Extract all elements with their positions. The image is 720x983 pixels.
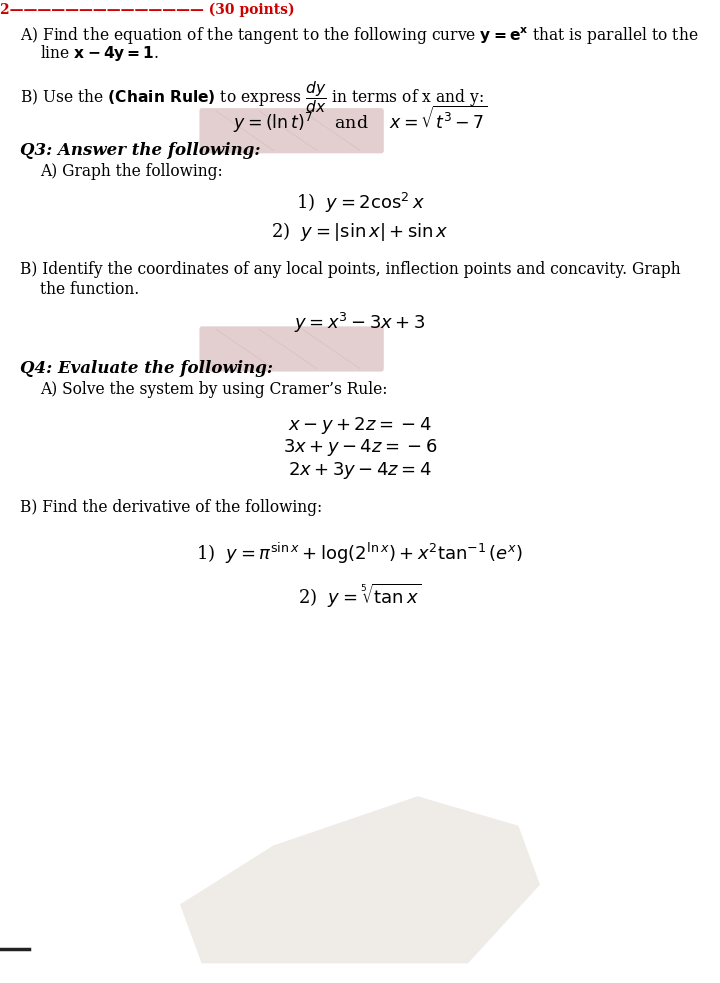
Text: $3x + y - 4z = -6$: $3x + y - 4z = -6$ [283,437,437,458]
Text: A) Find the equation of the tangent to the following curve $\mathbf{y = e^x}$ th: A) Find the equation of the tangent to t… [20,25,698,45]
Text: $y = x^3 - 3x + 3$: $y = x^3 - 3x + 3$ [294,311,426,335]
Text: B) Use the $\mathbf{(Chain\ Rule)}$ to express $\dfrac{dy}{dx}$ in terms of x an: B) Use the $\mathbf{(Chain\ Rule)}$ to e… [20,79,484,114]
Text: A) Solve the system by using Cramer’s Rule:: A) Solve the system by using Cramer’s Ru… [40,381,387,398]
Text: $y = (\mathrm{ln}\, t)^7$    and    $x = \sqrt{t^3 - 7}$: $y = (\mathrm{ln}\, t)^7$ and $x = \sqrt… [233,104,487,136]
Text: Q3: Answer the following:: Q3: Answer the following: [20,142,261,158]
Text: $x - y + 2z = -4$: $x - y + 2z = -4$ [288,415,432,435]
Text: 2)  $y = |\sin x| + \sin x$: 2) $y = |\sin x| + \sin x$ [271,220,449,243]
Text: A) Graph the following:: A) Graph the following: [40,163,222,180]
Text: 2—————————————— (30 points): 2—————————————— (30 points) [0,3,294,18]
Text: 2)  $y = \sqrt[5]{\tan x}$: 2) $y = \sqrt[5]{\tan x}$ [299,582,421,610]
FancyBboxPatch shape [199,326,384,372]
Text: B) Find the derivative of the following:: B) Find the derivative of the following: [20,499,323,516]
FancyBboxPatch shape [199,108,384,153]
Text: $2x + 3y - 4z = 4$: $2x + 3y - 4z = 4$ [288,460,432,481]
Text: B) Identify the coordinates of any local points, inflection points and concavity: B) Identify the coordinates of any local… [20,261,681,278]
Text: 1)  $y = \pi^{\sin x} + \log(2^{\ln x}) + x^2\tan^{-1}(e^x)$: 1) $y = \pi^{\sin x} + \log(2^{\ln x}) +… [197,541,523,566]
Text: the function.: the function. [40,281,139,298]
Text: 1)  $y = 2\cos^2 x$: 1) $y = 2\cos^2 x$ [296,191,424,215]
Polygon shape [180,796,540,963]
Text: Q4: Evaluate the following:: Q4: Evaluate the following: [20,360,273,376]
Text: line $\mathbf{x - 4y = 1}$.: line $\mathbf{x - 4y = 1}$. [40,43,159,63]
